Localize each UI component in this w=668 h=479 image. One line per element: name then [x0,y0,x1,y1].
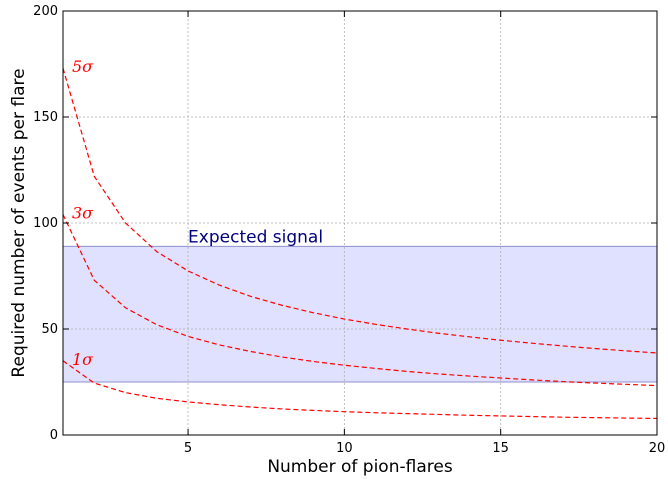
y-tick-label: 200 [33,4,58,19]
series-line-1 [62,360,658,420]
y-tick-label: 100 [33,216,58,231]
series-label-3: 5σ [72,57,94,76]
y-tick-label: 150 [33,110,58,125]
expected-signal-band [63,246,657,382]
x-axis-title: Number of pion-flares [267,457,453,477]
x-tick-label: 15 [492,441,509,456]
x-tick-label: 20 [649,441,666,456]
series-line-3 [62,68,658,354]
series-label-2: 3σ [72,204,94,223]
x-tick-label: 5 [184,441,192,456]
series-label-1: 1σ [72,350,94,369]
x-tick-label: 10 [336,441,353,456]
y-tick-label: 50 [41,322,58,337]
expected-signal-label: Expected signal [188,227,323,247]
y-axis-title: Required number of events per flare [9,68,29,377]
series-line-2 [62,214,658,387]
y-tick-label: 0 [50,428,58,443]
